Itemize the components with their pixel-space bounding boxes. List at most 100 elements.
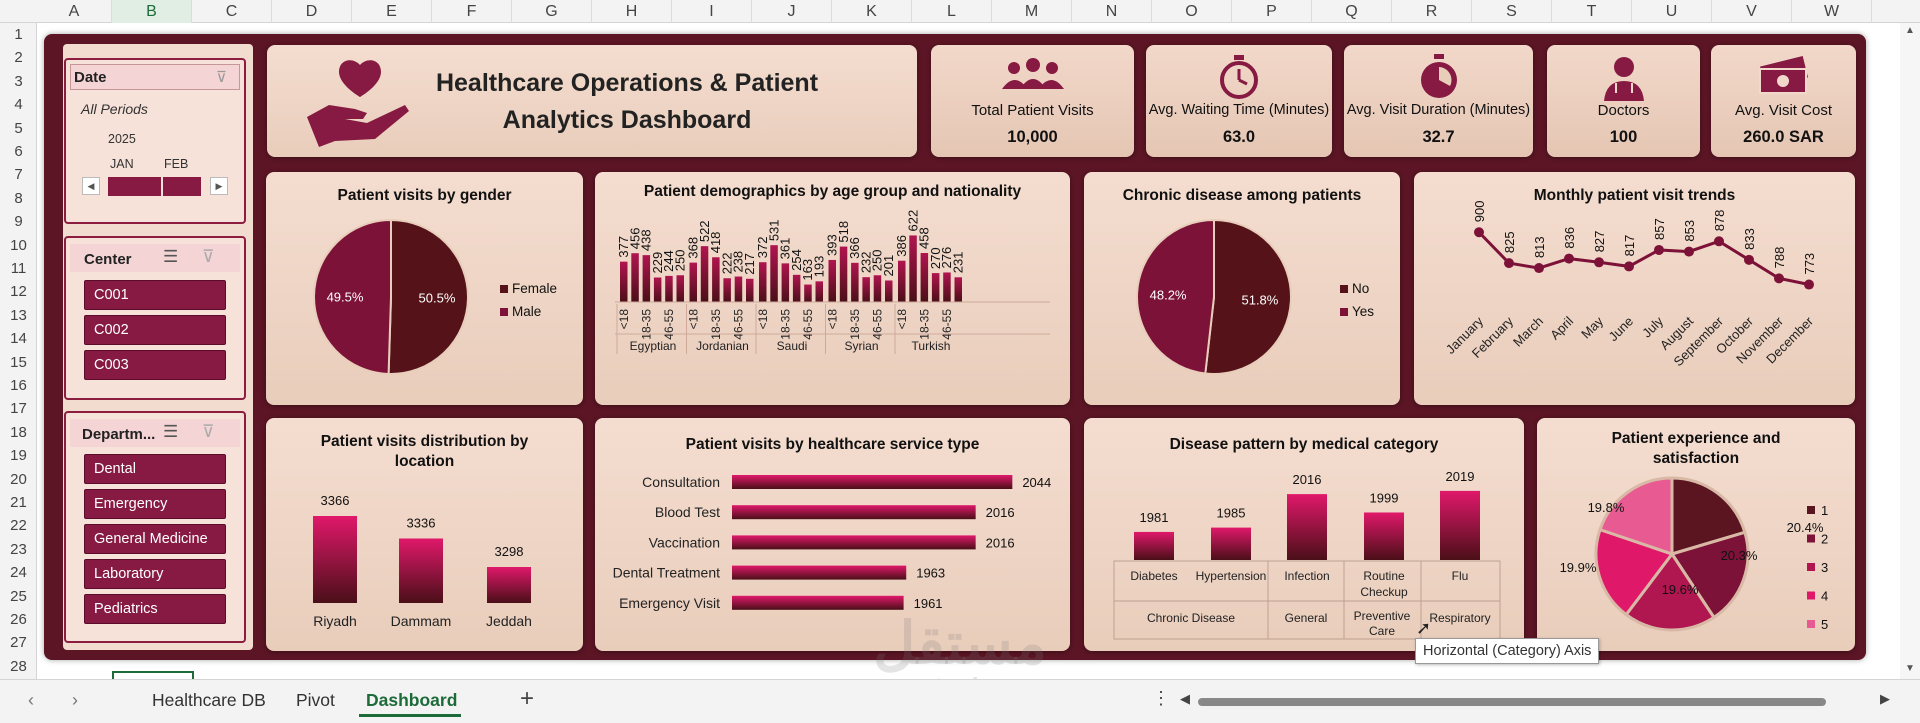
data-label: 825: [1502, 231, 1517, 253]
column-header-f[interactable]: F: [432, 0, 512, 23]
timeline-bar-feb[interactable]: [163, 177, 201, 196]
row-header-3[interactable]: 3: [14, 72, 23, 90]
column-header-j[interactable]: J: [752, 0, 832, 23]
slicer-item-pediatrics[interactable]: Pediatrics: [84, 594, 226, 624]
row-header-15[interactable]: 15: [10, 353, 27, 371]
timeline-month-jan: JAN: [110, 157, 134, 171]
row-header-23[interactable]: 23: [10, 540, 27, 558]
slicer-item-general-medicine[interactable]: General Medicine: [84, 524, 226, 554]
clear-filter-icon[interactable]: ⊽: [202, 422, 215, 441]
row-header-25[interactable]: 25: [10, 587, 27, 605]
scroll-up-icon[interactable]: ▲: [1905, 25, 1915, 36]
row-header-18[interactable]: 18: [10, 423, 27, 441]
department-slicer[interactable]: Departm... ☰ ⊽ Dental Emergency General …: [64, 411, 246, 643]
column-header-g[interactable]: G: [512, 0, 592, 23]
row-header-11[interactable]: 11: [10, 260, 27, 277]
chart-card-service[interactable]: Patient visits by healthcare service typ…: [595, 418, 1070, 651]
scroll-right-icon[interactable]: ▶: [1880, 691, 1890, 706]
column-header-l[interactable]: L: [912, 0, 992, 23]
row-header-17[interactable]: 17: [10, 400, 27, 418]
kpi-doctors: Doctors 100: [1547, 45, 1700, 157]
kpi-label: Avg. Visit Duration (Minutes): [1346, 102, 1531, 118]
timeline-bar-jan[interactable]: [108, 177, 161, 196]
row-header-5[interactable]: 5: [14, 119, 23, 137]
row-header-28[interactable]: 28: [10, 657, 27, 675]
chart-card-monthly[interactable]: Monthly patient visit trends 900 January 8…: [1414, 172, 1855, 405]
horizontal-scrollbar-thumb[interactable]: [1198, 698, 1826, 706]
tab-dashboard[interactable]: Dashboard: [366, 690, 458, 710]
column-header-r[interactable]: R: [1392, 0, 1472, 23]
clear-filter-icon[interactable]: ⊽: [202, 247, 215, 266]
row-header-22[interactable]: 22: [10, 517, 27, 535]
column-header-s[interactable]: S: [1472, 0, 1552, 23]
tab-healthcare-db[interactable]: Healthcare DB: [152, 690, 266, 710]
column-header-q[interactable]: Q: [1312, 0, 1392, 23]
tick-label: 18-35: [709, 309, 723, 340]
column-header-h[interactable]: H: [592, 0, 672, 23]
row-header-19[interactable]: 19: [10, 447, 27, 465]
chart-card-chronic[interactable]: Chronic disease among patients 51.8% 48.2…: [1084, 172, 1400, 405]
row-header-10[interactable]: 10: [10, 236, 27, 254]
column-header-v[interactable]: V: [1712, 0, 1792, 23]
row-header-27[interactable]: 27: [10, 634, 27, 652]
row-header-26[interactable]: 26: [10, 611, 27, 628]
center-slicer[interactable]: Center ☰ ⊽ C001 C002 C003: [64, 236, 246, 400]
column-header-b[interactable]: B: [112, 0, 192, 23]
row-header-8[interactable]: 8: [14, 189, 23, 207]
slicer-item-dental[interactable]: Dental: [84, 454, 226, 484]
center-slicer-title: Center: [84, 251, 132, 268]
column-header-i[interactable]: I: [672, 0, 752, 23]
multi-select-icon[interactable]: ☰: [163, 247, 179, 266]
column-header-t[interactable]: T: [1552, 0, 1632, 23]
row-header-13[interactable]: 13: [10, 306, 27, 324]
add-sheet-icon[interactable]: +: [520, 685, 535, 712]
row-header-2[interactable]: 2: [14, 49, 23, 67]
row-header-14[interactable]: 14: [10, 330, 27, 348]
column-header-a[interactable]: A: [37, 0, 112, 23]
tab-pivot[interactable]: Pivot: [296, 690, 335, 710]
row-header-12[interactable]: 12: [10, 283, 27, 301]
chart-card-demographics[interactable]: Patient demographics by age group and na…: [595, 172, 1070, 405]
row-header-6[interactable]: 6: [14, 143, 23, 160]
column-header-o[interactable]: O: [1152, 0, 1232, 23]
row-header-21[interactable]: 21: [10, 494, 27, 511]
chart-card-location[interactable]: Patient visits distribution by location …: [266, 418, 583, 651]
column-header-w[interactable]: W: [1792, 0, 1872, 23]
scroll-left-icon[interactable]: ◀: [1180, 691, 1190, 706]
timeline-left-arrow-icon[interactable]: ◀: [82, 177, 100, 195]
next-sheet-icon[interactable]: ›: [72, 690, 78, 710]
selected-cell[interactable]: [112, 671, 194, 679]
row-header-7[interactable]: 7: [14, 166, 23, 184]
slicer-item-emergency[interactable]: Emergency: [84, 489, 226, 519]
row-header-16[interactable]: 16: [10, 377, 27, 394]
slicer-item-c003[interactable]: C003: [84, 350, 226, 380]
row-header-1[interactable]: 1: [14, 26, 23, 43]
column-header-n[interactable]: N: [1072, 0, 1152, 23]
row-header-9[interactable]: 9: [14, 213, 23, 231]
chart-card-satisfaction[interactable]: Patient experience and satisfaction 20.4…: [1537, 418, 1855, 651]
column-header-p[interactable]: P: [1232, 0, 1312, 23]
timeline-right-arrow-icon[interactable]: ▶: [210, 177, 228, 195]
slicer-item-c001[interactable]: C001: [84, 280, 226, 310]
row-header-4[interactable]: 4: [14, 96, 23, 114]
date-slicer[interactable]: Date ⊽ All Periods 2025 JAN FEB ◀ ▶: [64, 58, 246, 224]
scroll-down-icon[interactable]: ▼: [1905, 663, 1915, 674]
column-header-d[interactable]: D: [272, 0, 352, 23]
more-options-icon[interactable]: ⋮: [1152, 688, 1170, 708]
row-header-24[interactable]: 24: [10, 564, 27, 582]
vertical-scrollbar[interactable]: ▲ ▼: [1900, 23, 1920, 679]
chart-card-gender[interactable]: Patient visits by gender 50.5% 49.5% Fema…: [266, 172, 583, 405]
demographic-bar: [642, 255, 651, 302]
column-header-c[interactable]: C: [192, 0, 272, 23]
slicer-item-c002[interactable]: C002: [84, 315, 226, 345]
column-header-k[interactable]: K: [832, 0, 912, 23]
clear-filter-icon[interactable]: ⊽: [216, 69, 227, 86]
multi-select-icon[interactable]: ☰: [163, 422, 179, 441]
column-header-e[interactable]: E: [352, 0, 432, 23]
prev-sheet-icon[interactable]: ‹: [28, 690, 34, 710]
slicer-item-laboratory[interactable]: Laboratory: [84, 559, 226, 589]
row-header-20[interactable]: 20: [10, 470, 27, 488]
column-header-m[interactable]: M: [992, 0, 1072, 23]
column-header-u[interactable]: U: [1632, 0, 1712, 23]
chart-card-disease[interactable]: Disease pattern by medical category 1981…: [1084, 418, 1524, 651]
